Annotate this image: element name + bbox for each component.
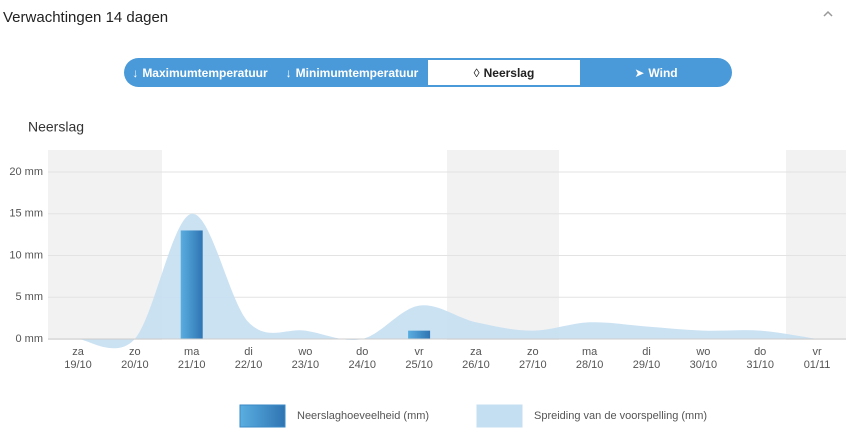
- x-tick-label: 29/10: [633, 359, 661, 371]
- spread-area: [78, 213, 818, 349]
- x-tick-weekday: di: [244, 346, 253, 358]
- legend-label: Spreiding van de voorspelling (mm): [534, 410, 707, 422]
- collapse-icon[interactable]: [822, 8, 834, 20]
- weekend-band: [447, 150, 559, 340]
- legend-label: Neerslaghoeveelheid (mm): [297, 410, 429, 422]
- x-tick-weekday: wo: [695, 346, 710, 358]
- y-tick-label: 20 mm: [9, 166, 43, 178]
- x-tick-weekday: zo: [129, 346, 141, 358]
- x-tick-weekday: wo: [297, 346, 312, 358]
- x-tick-label: 20/10: [121, 359, 149, 371]
- x-tick-label: 24/10: [348, 359, 376, 371]
- x-tick-weekday: za: [470, 346, 483, 358]
- tab[interactable]: ◊ Neerslag: [428, 58, 580, 87]
- x-tick-label: 31/10: [746, 359, 774, 371]
- tab-label: Maximumtemperatuur: [142, 65, 268, 80]
- x-tick-label: 23/10: [292, 359, 320, 371]
- bar: [180, 230, 203, 339]
- x-tick-label: 22/10: [235, 359, 263, 371]
- y-tick-label: 15 mm: [9, 208, 43, 220]
- x-tick-label: 28/10: [576, 359, 604, 371]
- legend-swatch: [239, 404, 286, 428]
- weekend-band: [786, 150, 846, 340]
- bar: [408, 330, 431, 339]
- tab[interactable]: ➤ Wind: [634, 65, 678, 80]
- x-tick-weekday: vr: [812, 346, 822, 358]
- tab[interactable]: ↓ Maximumtemperatuur: [132, 65, 268, 80]
- tab-label: Wind: [648, 65, 678, 80]
- x-tick-weekday: do: [754, 346, 766, 358]
- x-tick-weekday: vr: [415, 346, 425, 358]
- x-tick-label: 21/10: [178, 359, 206, 371]
- chart-title: Neerslag: [28, 119, 84, 135]
- x-tick-label: 01/11: [804, 359, 831, 371]
- x-tick-label: 30/10: [690, 359, 718, 371]
- x-tick-label: 25/10: [405, 359, 433, 371]
- legend-swatch: [476, 404, 523, 428]
- y-tick-label: 10 mm: [9, 249, 43, 261]
- weekend-band: [48, 150, 162, 340]
- x-tick-label: 26/10: [462, 359, 490, 371]
- x-tick-weekday: ma: [184, 346, 200, 358]
- x-tick-weekday: za: [72, 346, 85, 358]
- tab-label: Neerslag: [483, 65, 535, 80]
- x-tick-weekday: do: [356, 346, 368, 358]
- x-tick-label: 19/10: [64, 359, 92, 371]
- x-tick-label: 27/10: [519, 359, 547, 371]
- y-tick-label: 0 mm: [16, 333, 44, 345]
- page-title: Verwachtingen 14 dagen: [3, 9, 169, 26]
- tab-label: Minimumtemperatuur: [295, 65, 419, 80]
- x-tick-weekday: di: [642, 346, 651, 358]
- x-tick-weekday: zo: [527, 346, 539, 358]
- tab[interactable]: ↓ Minimumtemperatuur: [285, 65, 419, 80]
- x-tick-weekday: ma: [582, 346, 598, 358]
- y-tick-label: 5 mm: [16, 291, 44, 303]
- tab-bar: ↓ Maximumtemperatuur ↓ Minimumtemperatuur …: [124, 58, 732, 87]
